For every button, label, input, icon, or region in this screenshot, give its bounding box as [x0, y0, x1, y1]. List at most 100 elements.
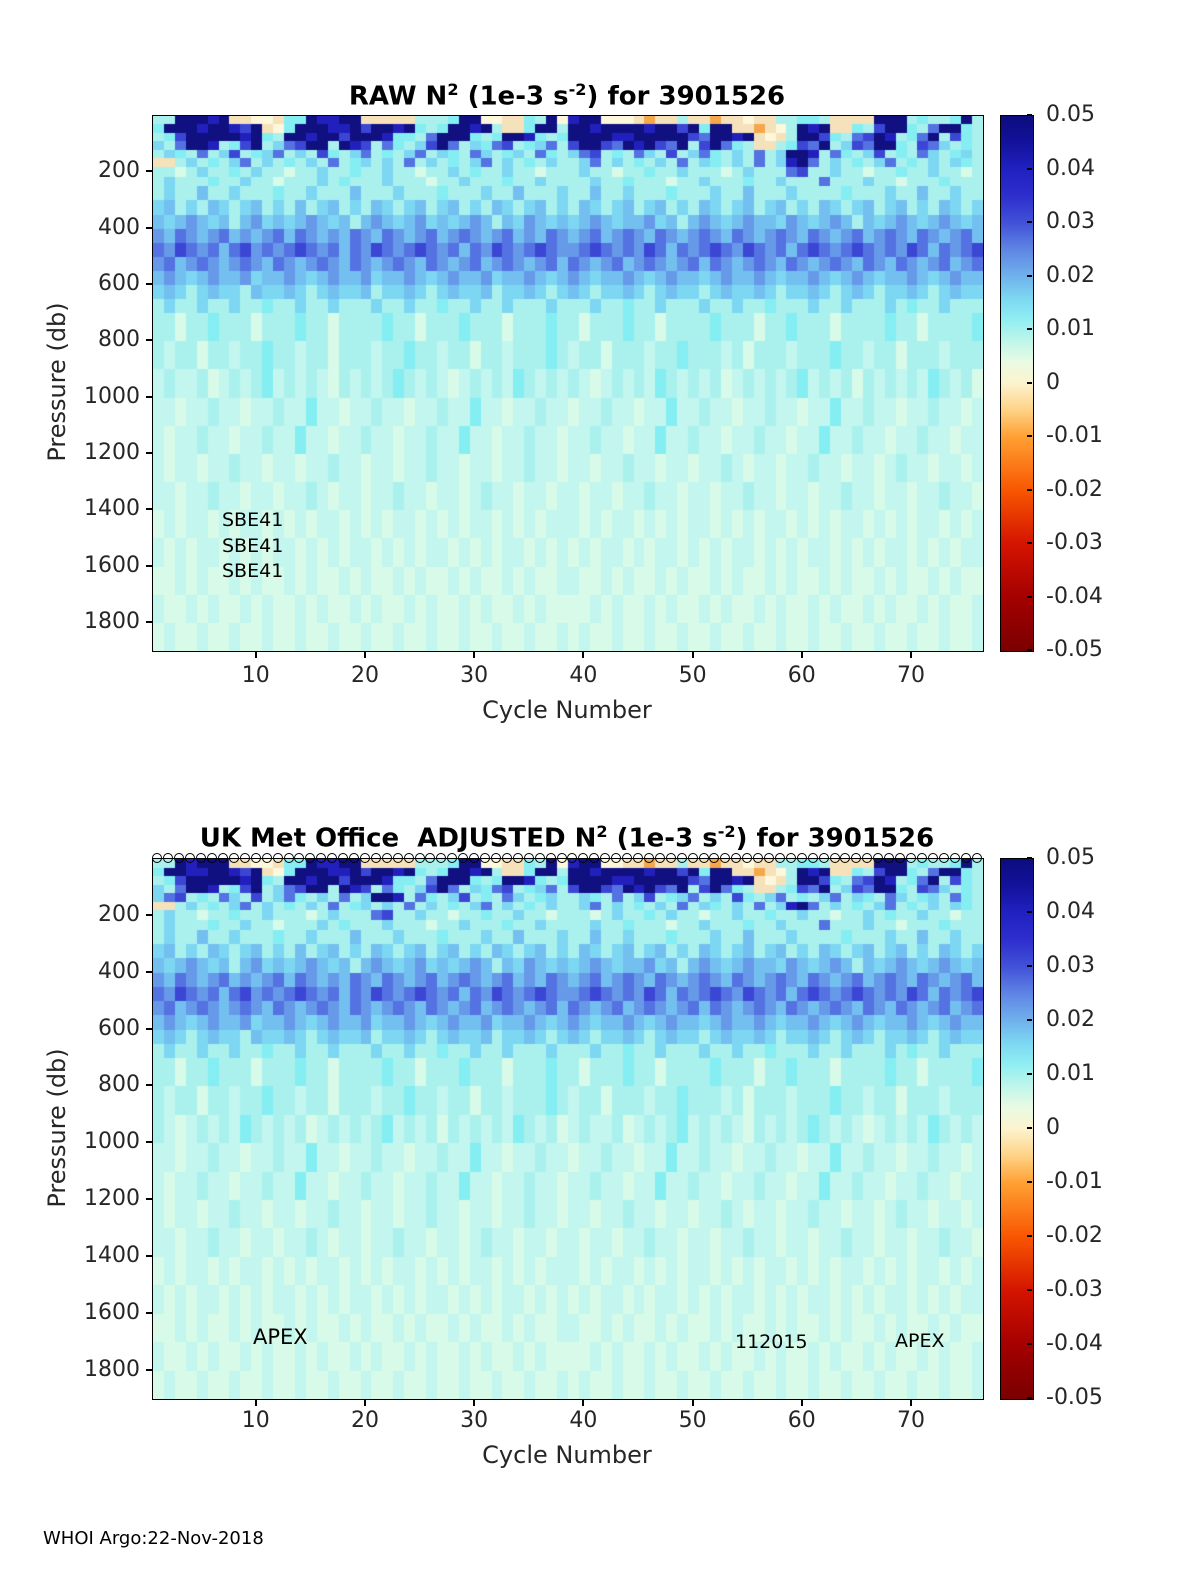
colorbar-tick-mark: [1027, 435, 1032, 437]
x-tick-mark: [800, 1400, 803, 1406]
y-tick-label: 200: [98, 158, 140, 184]
cycle-marker: [250, 853, 261, 863]
cycle-marker: [239, 853, 250, 863]
colorbar-tick-mark: [1027, 542, 1032, 544]
cycle-marker: [316, 853, 327, 863]
y-tick-label: 800: [98, 327, 140, 353]
x-tick-label: 40: [569, 1408, 598, 1433]
cycle-marker: [501, 853, 512, 863]
colorbar-tick-mark: [1027, 595, 1032, 598]
y-tick-label: 1600: [84, 552, 140, 578]
colorbar-tick-mark: [1027, 274, 1032, 277]
cycle-marker: [720, 853, 731, 863]
colorbar-tick-mark: [1027, 1235, 1032, 1237]
cycle-marker: [818, 853, 829, 863]
plot-annotation: APEX: [253, 1325, 308, 1349]
colorbar-tick-label: -0.01: [1046, 423, 1103, 448]
x-tick-mark: [582, 652, 585, 658]
colorbar-tick-mark: [1027, 114, 1032, 116]
cycle-marker: [349, 853, 360, 863]
cycle-marker: [643, 853, 654, 863]
x-tick-label: 30: [460, 663, 489, 688]
cycle-marker: [272, 853, 283, 863]
colorbar-tick-mark: [1027, 911, 1032, 913]
cycle-marker: [862, 853, 873, 863]
cycle-marker: [228, 853, 239, 863]
colorbar-tick-label: -0.01: [1046, 1169, 1103, 1194]
x-tick-mark: [800, 652, 803, 658]
x-tick-label: 50: [678, 663, 707, 688]
y-tick-mark: [146, 170, 152, 173]
colorbar-tick-label: 0.05: [1046, 102, 1095, 127]
plot-annotation: SBE41: [222, 535, 284, 557]
cycle-marker: [774, 853, 785, 863]
y-tick-mark: [146, 1311, 152, 1314]
cycle-marker: [829, 853, 840, 863]
cycle-marker: [491, 853, 501, 863]
plot-annotation: APEX: [895, 1330, 945, 1352]
cycle-marker: [381, 853, 392, 863]
x-tick-mark: [473, 652, 476, 658]
cycle-marker: [283, 853, 294, 863]
cycle-marker: [949, 853, 960, 863]
cycle-marker: [305, 853, 316, 863]
colorbar-tick-label: 0.03: [1046, 209, 1095, 234]
x-tick-mark: [691, 1400, 694, 1406]
colorbar-tick-label: -0.04: [1046, 1331, 1103, 1356]
colorbar-tick-label: 0.01: [1046, 1061, 1095, 1086]
colorbar-tick-mark: [1027, 1073, 1032, 1075]
adjusted-colorbar: [1000, 858, 1034, 1400]
x-tick-mark: [254, 1400, 257, 1406]
cycle-marker: [960, 853, 971, 863]
x-tick-label: 20: [350, 1408, 379, 1433]
y-tick-mark: [146, 620, 152, 623]
colorbar-tick-label: -0.02: [1046, 1223, 1103, 1248]
cycle-marker: [174, 853, 185, 863]
x-tick-label: 60: [787, 663, 816, 688]
colorbar-tick-mark: [1027, 1181, 1032, 1183]
y-tick-mark: [146, 1027, 152, 1030]
cycle-marker: [785, 853, 796, 863]
title-text: RAW N: [348, 81, 448, 112]
cycle-marker: [764, 853, 775, 863]
x-tick-mark: [473, 1400, 476, 1406]
cycle-marker: [327, 853, 338, 863]
x-tick-label: 10: [241, 663, 270, 688]
y-tick-mark: [146, 339, 152, 342]
y-tick-mark: [146, 508, 152, 511]
colorbar-tick-mark: [1027, 1127, 1032, 1129]
cycle-marker: [370, 853, 381, 863]
cycle-marker: [414, 853, 425, 863]
y-tick-mark: [146, 226, 152, 229]
cycle-marker: [578, 853, 589, 863]
y-tick-label: 600: [98, 270, 140, 296]
colorbar-tick-label: 0.04: [1046, 899, 1095, 924]
title-text: UK Met Office ADJUSTED N: [199, 823, 597, 854]
cycle-marker: [632, 853, 643, 863]
colorbar-tick-mark: [1027, 328, 1032, 330]
colorbar-tick-mark: [1027, 1397, 1032, 1399]
y-tick-label: 800: [98, 1072, 140, 1098]
y-tick-label: 600: [98, 1015, 140, 1041]
cycle-marker: [916, 853, 927, 863]
y-tick-mark: [146, 395, 152, 398]
title-text: (1e-3 s: [458, 81, 569, 112]
colorbar-tick-label: -0.05: [1046, 637, 1103, 662]
colorbar-tick-mark: [1027, 649, 1032, 651]
cycle-marker: [851, 853, 862, 863]
colorbar-tick-label: 0.01: [1046, 316, 1095, 341]
cycle-marker: [687, 853, 698, 863]
cycle-marker: [567, 853, 578, 863]
adjusted-x-axis-label: Cycle Number: [482, 1441, 652, 1469]
cycle-marker: [261, 853, 272, 863]
cycle-marker: [425, 853, 436, 863]
colorbar-tick-mark: [1027, 857, 1032, 859]
cycle-marker: [895, 853, 906, 863]
y-tick-mark: [146, 1198, 152, 1201]
raw-colorbar: [1000, 115, 1034, 652]
colorbar-tick-label: -0.04: [1046, 583, 1103, 609]
x-tick-label: 50: [678, 1408, 707, 1433]
y-tick-mark: [146, 451, 152, 454]
cycle-marker: [731, 853, 742, 863]
